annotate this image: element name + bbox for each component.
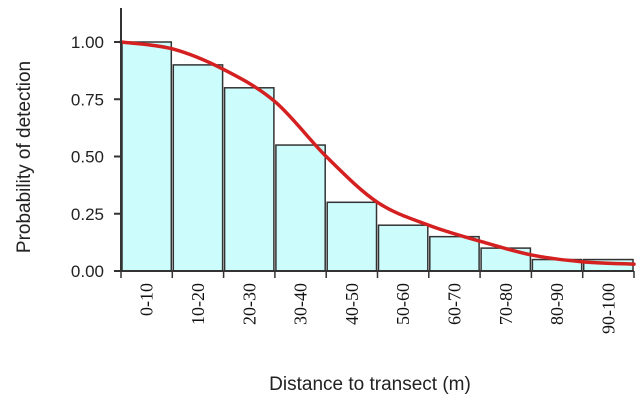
bar-30-40 [275,144,326,272]
x-ticks-group: 0-10 10-20 20-30 30-40 40-50 50-60 60-70 70-80 8… [120,271,635,334]
x-category-label: 0-10 [137,283,157,316]
x-category-label: 20-30 [239,283,259,325]
y-tick-label: 0.75 [71,90,104,109]
bar-0-10 [121,41,173,272]
x-axis-title: Distance to transect (m) [269,374,471,395]
x-category-label: 10-20 [188,283,208,325]
x-category-label: 60-70 [444,283,464,325]
y-tick-label: 0.25 [71,205,104,224]
y-tick-label: 1.00 [71,33,104,52]
y-tick-label: 0.50 [71,148,104,167]
bar-20-30 [223,87,275,272]
y-ticks-group: 0.00 0.25 0.50 0.75 1.00 [71,33,121,281]
x-category-label: 80-90 [547,283,567,325]
x-category-label: 40-50 [342,283,362,325]
x-category-label: 90-100 [598,283,618,334]
bars-group [121,41,634,272]
bar-10-20 [172,64,224,272]
y-axis-title: Probability of detection [14,61,35,253]
x-category-label: 30-40 [291,283,311,325]
x-category-label: 70-80 [496,283,516,325]
y-tick-label: 0.00 [71,262,104,281]
bar-40-50 [326,201,378,272]
bar-50-60 [377,224,429,272]
detection-function-curve [119,40,636,266]
x-category-label: 50-60 [393,283,413,325]
bar-60-70 [429,235,480,272]
